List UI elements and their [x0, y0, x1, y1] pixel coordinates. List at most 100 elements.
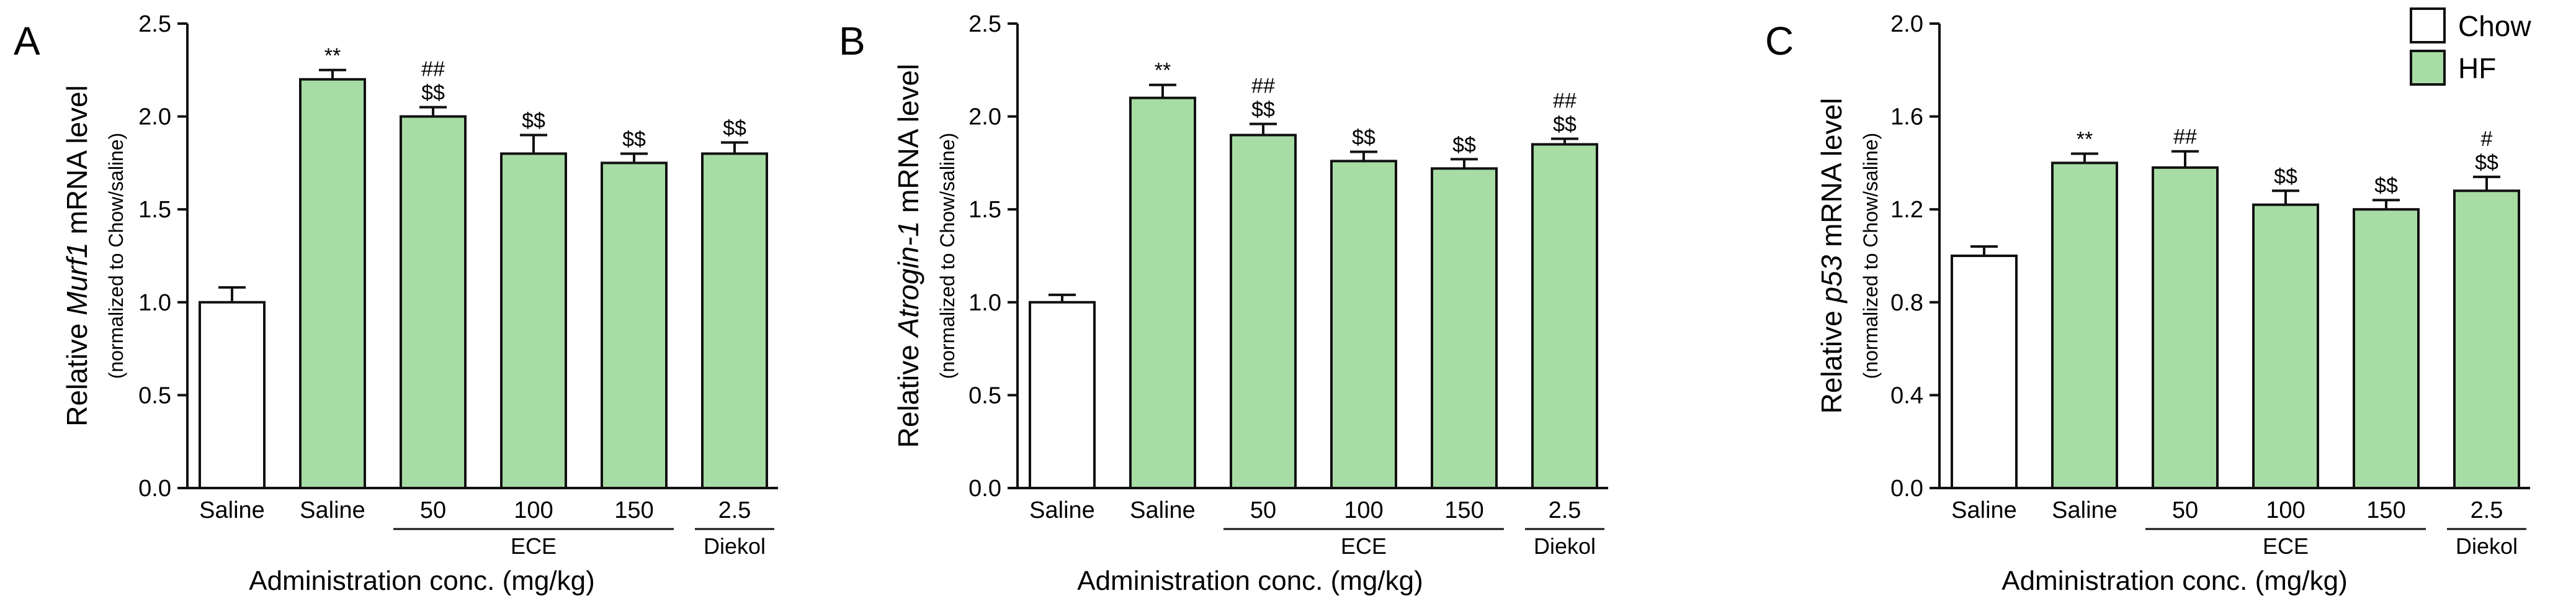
y-tick-label: 0.0 — [1890, 476, 1923, 502]
bar — [1531, 143, 1598, 490]
category-label: 100 — [1344, 497, 1383, 523]
y-axis-sublabel: (normalized to Chow/saline) — [936, 133, 959, 379]
y-axis-label-prefix: Relative — [61, 315, 93, 427]
category-label: Saline — [1029, 497, 1095, 523]
category-label: 2.5 — [1549, 497, 1581, 523]
y-axis-label-suffix: mRNA level — [61, 85, 93, 242]
legend-swatch-chow — [2410, 7, 2446, 43]
y-axis-label-suffix: mRNA level — [892, 64, 924, 221]
significance-label: ## — [1553, 89, 1576, 113]
significance-label: ** — [2077, 127, 2093, 151]
significance-label: # — [2481, 127, 2493, 151]
bar — [2252, 203, 2319, 489]
bar — [2152, 166, 2219, 489]
group-label: Diekol — [704, 533, 766, 559]
x-axis-label: Administration conc. (mg/kg) — [249, 566, 595, 596]
bar — [299, 78, 366, 489]
bar — [199, 301, 266, 489]
y-axis-label-gene: Murf1 — [61, 242, 93, 315]
category-label: 2.5 — [718, 497, 751, 523]
y-tick-label: 0.0 — [968, 476, 1001, 502]
y-tick-label: 1.2 — [1890, 197, 1923, 223]
category-label: 50 — [1250, 497, 1276, 523]
y-tick-label: 2.0 — [138, 104, 171, 130]
y-tick-label: 0.0 — [138, 476, 171, 502]
y-axis-label-prefix: Relative — [892, 337, 924, 448]
x-axis-label: Administration conc. (mg/kg) — [1077, 566, 1423, 596]
y-tick-label: 2.0 — [968, 104, 1001, 130]
panel-letter: A — [14, 19, 40, 63]
significance-label: $$ — [2475, 151, 2498, 174]
y-axis-label-gene: Atrogin-1 — [892, 221, 924, 339]
significance-label: $$ — [1553, 113, 1576, 137]
category-label: 100 — [514, 497, 553, 523]
significance-label: $$ — [1452, 133, 1476, 156]
category-label: 150 — [614, 497, 653, 523]
y-tick-label: 2.5 — [968, 11, 1001, 37]
y-tick-label: 1.6 — [1890, 104, 1923, 130]
y-tick-label: 1.5 — [968, 197, 1001, 223]
category-label: Saline — [199, 497, 265, 523]
significance-label: $$ — [2374, 174, 2398, 197]
bar — [500, 152, 567, 489]
y-tick-label: 1.0 — [138, 290, 171, 316]
significance-label: ** — [1155, 59, 1171, 83]
significance-label: ** — [324, 44, 341, 68]
y-axis-label: Relative p53 mRNA level — [1815, 98, 1848, 414]
y-axis-label: Relative Murf1 mRNA level — [61, 85, 93, 427]
significance-label: ## — [2173, 125, 2197, 149]
bar — [2353, 208, 2420, 489]
panel-letter: B — [839, 19, 865, 63]
significance-label: $$ — [2274, 165, 2297, 188]
category-label: 150 — [2366, 497, 2405, 523]
category-label: 150 — [1444, 497, 1483, 523]
category-label: Saline — [300, 497, 365, 523]
legend-label: HF — [2458, 52, 2496, 84]
bar — [2453, 189, 2520, 489]
significance-label: $$ — [622, 127, 646, 151]
x-axis-label: Administration conc. (mg/kg) — [2001, 566, 2348, 596]
bar — [1230, 133, 1297, 489]
category-label: Saline — [1130, 497, 1196, 523]
group-label: Diekol — [2456, 533, 2518, 559]
y-tick-label: 2.0 — [1890, 11, 1923, 37]
significance-label: ## — [1251, 75, 1275, 98]
legend: Chow HF — [2410, 7, 2531, 86]
group-label: ECE — [2263, 533, 2309, 559]
y-axis-label-prefix: Relative — [1815, 302, 1848, 414]
category-label: Saline — [2052, 497, 2118, 523]
category-label: 2.5 — [2471, 497, 2503, 523]
significance-label: $$ — [723, 116, 746, 140]
panel-letter: C — [1765, 19, 1794, 63]
bar — [400, 115, 467, 490]
y-tick-label: 1.5 — [138, 197, 171, 223]
significance-label: $$ — [421, 81, 445, 105]
y-axis-label-suffix: mRNA level — [1815, 98, 1848, 255]
category-label: 50 — [2172, 497, 2198, 523]
bar — [1951, 255, 2018, 489]
y-tick-label: 1.0 — [968, 290, 1001, 316]
legend-label: Chow — [2458, 10, 2531, 42]
significance-label: ## — [421, 58, 445, 81]
y-axis-sublabel: (normalized to Chow/saline) — [105, 133, 127, 379]
category-label: 50 — [420, 497, 446, 523]
y-tick-label: 2.5 — [138, 11, 171, 37]
category-label: 100 — [2266, 497, 2305, 523]
significance-label: $$ — [522, 109, 545, 133]
y-tick-label: 0.5 — [968, 382, 1001, 409]
panel-a: A 0.0 0.5 1.0 1.5 2.0 2.5 Saline Saline 50 100 150 2… — [14, 11, 778, 596]
bar — [1330, 160, 1397, 489]
category-label: Saline — [1951, 497, 2017, 523]
group-label: ECE — [1341, 533, 1387, 559]
bar — [1431, 167, 1498, 490]
bar — [701, 152, 768, 489]
bar — [2051, 161, 2118, 489]
bar — [601, 161, 668, 489]
y-tick-label: 0.5 — [138, 382, 171, 409]
significance-label: $$ — [1352, 125, 1375, 149]
y-tick-label: 0.4 — [1890, 382, 1923, 409]
bar — [1129, 96, 1196, 489]
y-axis-label: Relative Atrogin-1 mRNA level — [892, 64, 924, 448]
legend-swatch-hf — [2410, 50, 2446, 86]
